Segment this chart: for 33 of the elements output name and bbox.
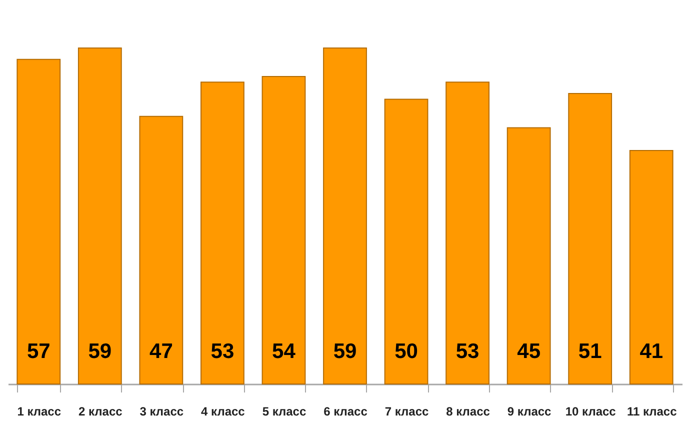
- bar: [139, 116, 184, 384]
- bar: [200, 82, 244, 384]
- bar: [568, 93, 612, 384]
- data-label: 59: [88, 340, 112, 363]
- x-tick-label: 1 класс: [17, 404, 62, 418]
- x-tick-label: 7 класс: [384, 404, 429, 418]
- data-label: 47: [150, 340, 173, 363]
- x-tick-label: 3 класс: [140, 404, 184, 418]
- bar: [446, 82, 490, 384]
- x-tick-label: 8 класс: [446, 404, 490, 418]
- bar: [506, 127, 551, 384]
- data-label: 50: [394, 340, 418, 363]
- bar: [78, 48, 122, 384]
- data-label: 41: [640, 340, 664, 363]
- x-tick-label: 4 класс: [201, 404, 246, 418]
- data-label: 45: [517, 340, 541, 363]
- x-tick-label: 5 класс: [262, 404, 306, 418]
- bar: [323, 48, 367, 384]
- data-label: 59: [333, 340, 357, 363]
- data-label: 57: [26, 340, 50, 363]
- data-label: 53: [456, 340, 480, 363]
- x-tick-label: 9 класс: [507, 404, 552, 418]
- x-tick-label: 11 класс: [626, 404, 678, 418]
- bar: [384, 98, 428, 384]
- x-tick-label: 10 класс: [565, 404, 616, 418]
- bar: [16, 58, 61, 384]
- bar: [629, 150, 674, 384]
- x-tick-label: 6 класс: [324, 404, 368, 418]
- data-label: 54: [272, 340, 296, 363]
- x-tick-label: 2 класс: [78, 404, 123, 418]
- data-label: 53: [210, 340, 234, 363]
- data-label: 51: [578, 340, 602, 363]
- bar: [262, 76, 306, 384]
